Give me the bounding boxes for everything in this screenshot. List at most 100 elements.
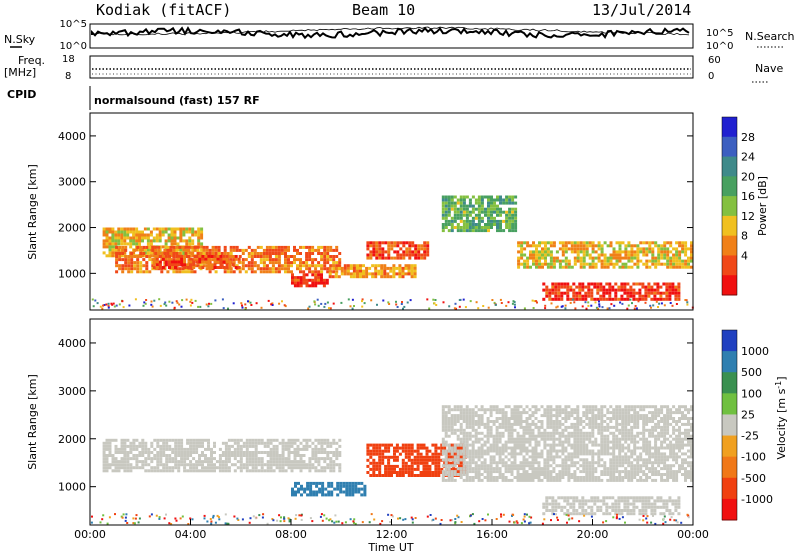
velocity-cell [281,444,285,448]
velocity-cell [618,440,622,444]
velocity-cell [525,476,529,479]
velocity-cell [305,438,309,442]
power-cell [401,272,405,276]
velocity-cell [393,452,396,456]
velocity-cell [543,434,547,438]
power-cell [566,291,570,295]
velocity-cell [573,408,577,412]
power-cell [508,226,512,229]
velocity-cell [300,484,303,488]
velocity-cell [129,447,133,451]
velocity-cell [525,405,529,409]
velocity-cell [230,438,234,442]
velocity-cell [428,467,432,471]
power-cell [666,265,670,269]
power-cell [645,241,649,245]
power-cell [265,270,269,274]
power-cell [210,266,214,269]
velocity-cell [441,452,445,456]
velocity-cell [504,414,508,418]
power-cell [302,278,306,282]
velocity-cell [618,414,622,418]
power-cell [168,263,171,267]
velocity-cell [690,470,693,474]
velocity-cell [459,443,463,447]
velocity-cell [201,469,204,473]
velocity-cell [441,476,445,479]
velocity-cell [207,466,210,470]
velocity-cell [576,443,580,447]
power-noise-cell [205,303,208,306]
power-cell [532,250,535,254]
velocity-cell [338,438,342,442]
power-cell [302,270,306,274]
power-cell [471,204,475,208]
velocity-cell [504,422,508,426]
velocity-cell [477,473,481,476]
power-cell [232,270,236,274]
power-cell [508,219,512,223]
power-cell [173,227,177,231]
power-cell [127,255,131,258]
velocity-cell [204,438,207,442]
velocity-cell [315,481,319,485]
power-cell [234,255,238,258]
power-noise-cell [199,305,202,308]
velocity-cell [224,466,228,470]
power-noise-cell [597,307,600,310]
power-cell [120,227,124,231]
velocity-cell [320,469,324,473]
power-cell [657,244,661,248]
velocity-cell [678,434,681,438]
velocity-cell [525,425,529,429]
velocity-cell [576,411,580,415]
velocity-cell [645,473,649,476]
velocity-cell [522,467,526,471]
velocity-cell [609,420,613,423]
power-noise-cell [684,299,687,301]
velocity-cell [525,446,529,450]
power-cell [182,239,186,243]
velocity-cell [317,447,321,451]
power-cell [636,253,640,257]
velocity-cell [291,487,294,491]
velocity-cell [293,466,297,470]
velocity-cell [459,408,463,412]
power-cell [121,248,125,252]
power-cell [426,241,430,245]
power-cell [593,285,597,289]
power-cell [148,255,152,258]
power-cell [205,267,209,271]
power-cell [262,252,266,255]
power-cell [185,230,189,234]
velocity-cell [681,461,684,465]
power-cell [487,226,490,229]
power-cell [444,195,448,199]
power-cell [557,297,561,301]
power-cell [204,260,208,264]
velocity-cell [410,461,414,465]
velocity-cell [221,460,225,464]
power-cell [105,230,109,234]
power-colorbar-tick: 16 [741,190,755,203]
velocity-cell [596,499,600,503]
power-noise-cell [158,298,161,301]
velocity-cell [546,478,550,482]
power-cell [591,250,595,254]
velocity-cell [453,428,457,432]
power-cell [453,204,457,208]
power-cell [581,297,585,301]
velocity-cell [621,446,625,450]
power-cell [684,241,688,245]
power-cell [223,248,227,252]
power-cell [650,297,654,301]
power-cell [681,265,685,269]
power-noise-cell [428,307,431,310]
velocity-cell [275,463,279,467]
velocity-cell [174,463,178,467]
power-cell [546,262,550,266]
power-cell [675,253,679,257]
power-cell [138,233,141,237]
power-cell [456,226,460,229]
power-cell [338,252,342,255]
